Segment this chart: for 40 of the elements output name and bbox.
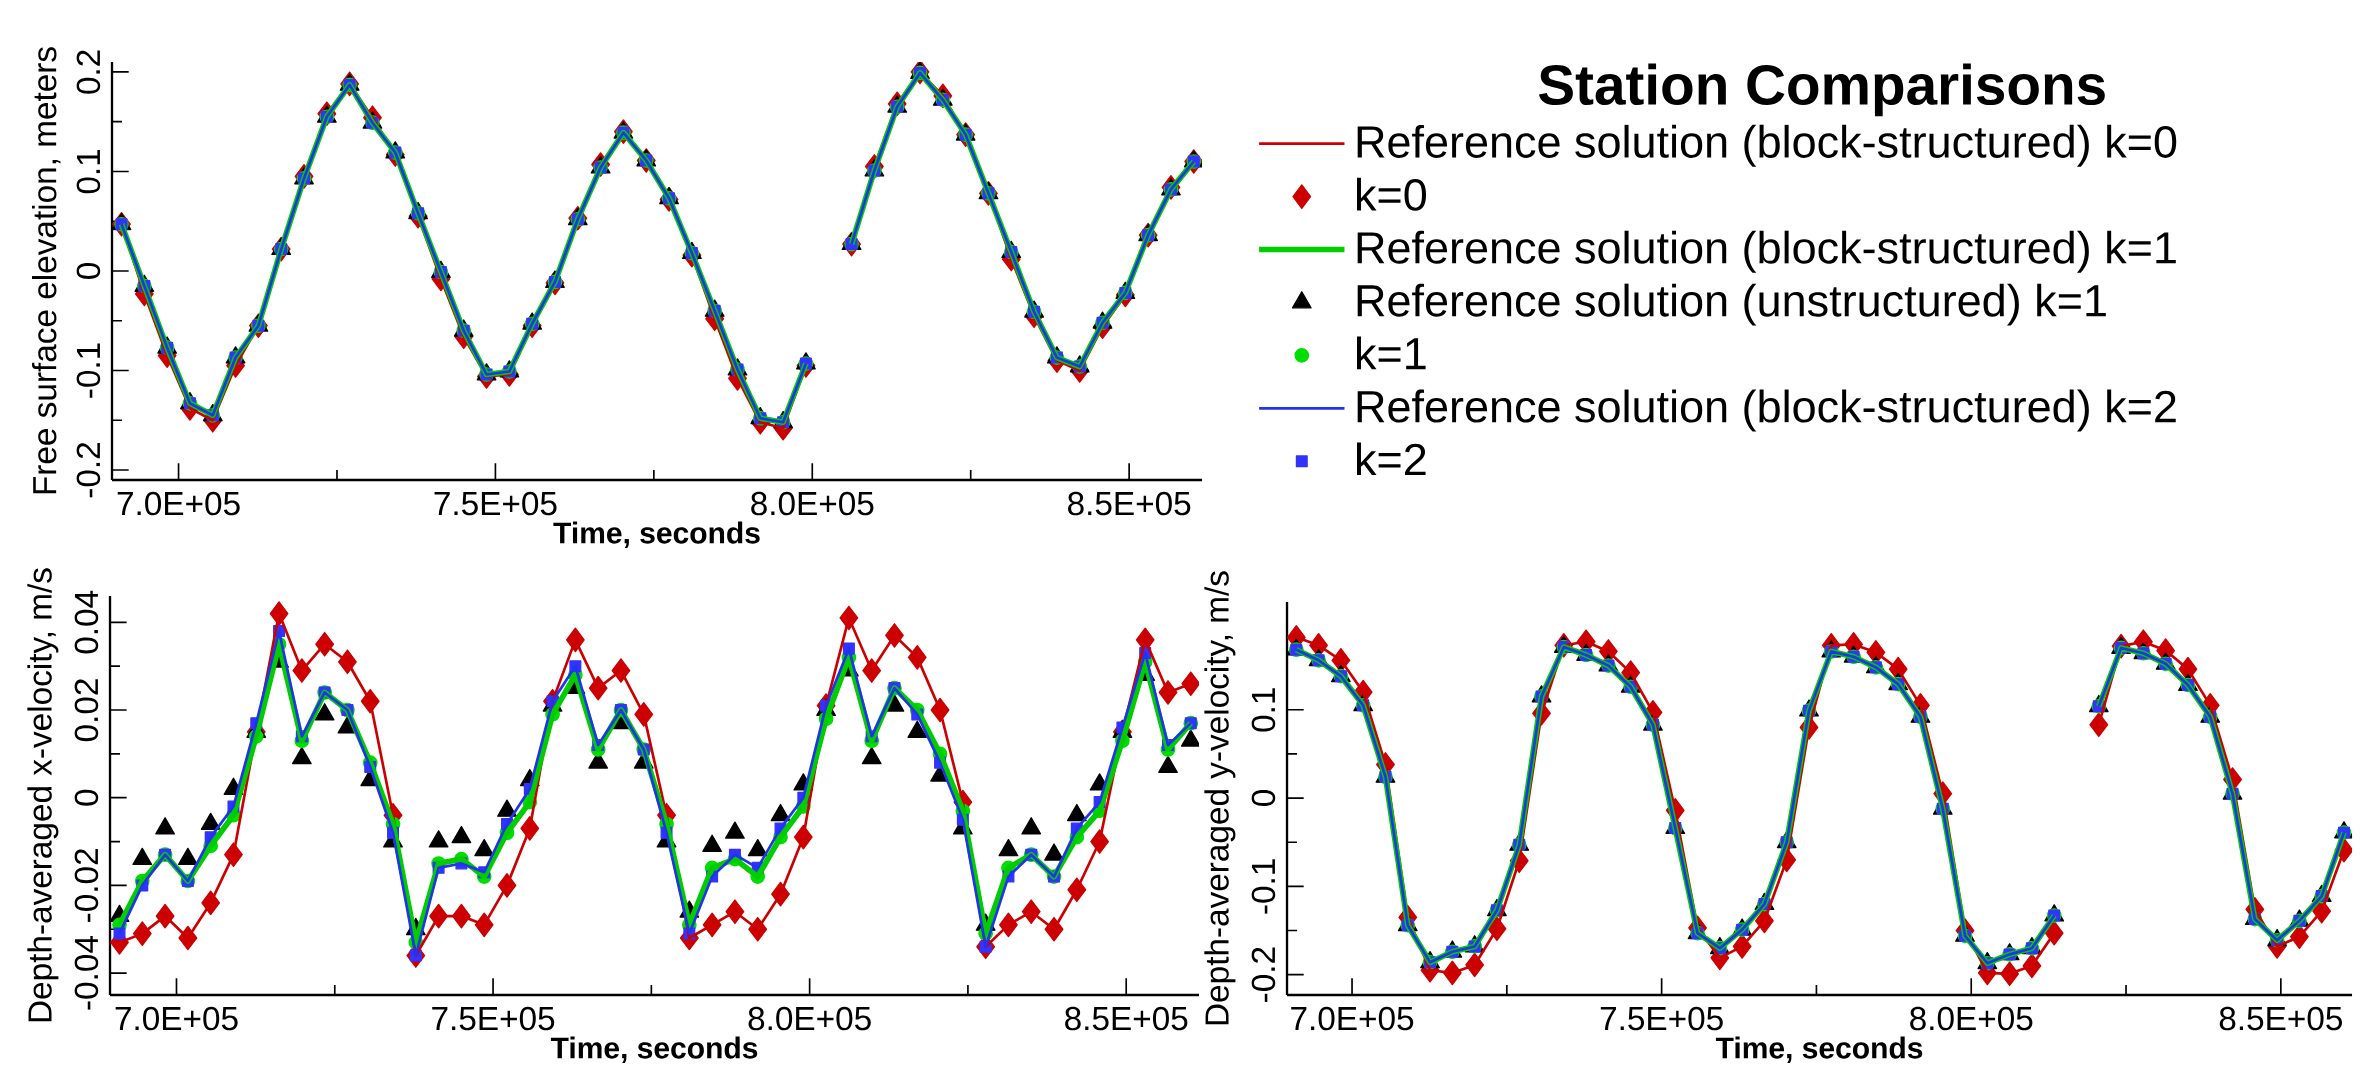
x-tick-label: 7.0E+05 [117, 491, 240, 516]
y-tick-label: 0 [76, 263, 101, 279]
x-axis-title: Time, seconds [550, 1036, 758, 1063]
y-tick-label: -0.02 [74, 849, 99, 922]
y-tick-label: -0.2 [76, 442, 101, 498]
y-axis-title: Free surface elevation, meters [31, 47, 61, 494]
y-axis-title: Depth-averaged x-velocity, m/s [27, 568, 59, 1022]
legend-label: k=0 [1357, 177, 1427, 211]
x-tick-label: 7.0E+05 [115, 1006, 238, 1031]
x-tick-label: 8.0E+05 [751, 491, 874, 516]
x-tick-label: 7.5E+05 [1600, 1006, 1723, 1031]
legend-label: Reference solution (block-structured) k=0 [1357, 124, 2177, 167]
x-tick-label: 7.5E+05 [434, 491, 557, 516]
y-tick-label: -0.1 [1251, 859, 1276, 914]
x-tick-label: 7.0E+05 [1291, 1006, 1414, 1031]
y-tick-label: 0.1 [1251, 688, 1276, 732]
x-tick-label: 8.5E+05 [2219, 1006, 2342, 1031]
y-tick-label: -0.2 [1251, 947, 1276, 1002]
y-axis-title: Depth-averaged y-velocity, m/s [1204, 571, 1236, 1025]
y-tick-label: -0.1 [76, 343, 101, 398]
legend-label: k=1 [1357, 336, 1426, 370]
x-tick-label: 8.5E+05 [1065, 1006, 1188, 1031]
x-tick-label: 8.0E+05 [748, 1006, 871, 1031]
x-tick-label: 7.5E+05 [432, 1006, 555, 1031]
legend-label: Reference solution (unstructured) k=1 [1357, 283, 2106, 326]
x-tick-label: 8.5E+05 [1068, 491, 1191, 516]
y-tick-label: 0 [1251, 790, 1276, 807]
legend-label: Reference solution (block-structured) k=2 [1357, 389, 2176, 432]
y-tick-label: 0.04 [74, 590, 99, 654]
x-tick-label: 8.0E+05 [1910, 1006, 2033, 1031]
y-tick-label: 0.02 [74, 679, 99, 742]
y-tick-label: 0.1 [76, 149, 101, 194]
legend-title: Station Comparisons [1538, 63, 2105, 117]
legend-label: k=2 [1357, 442, 1426, 476]
x-axis-title: Time, seconds [1715, 1036, 1923, 1063]
y-tick-label: -0.04 [74, 936, 99, 1010]
legend-label: Reference solution (block-structured) k=1 [1357, 230, 2176, 273]
x-axis-title: Time, seconds [553, 521, 760, 548]
y-tick-label: 0 [74, 789, 99, 806]
y-tick-label: 0.2 [76, 50, 101, 94]
